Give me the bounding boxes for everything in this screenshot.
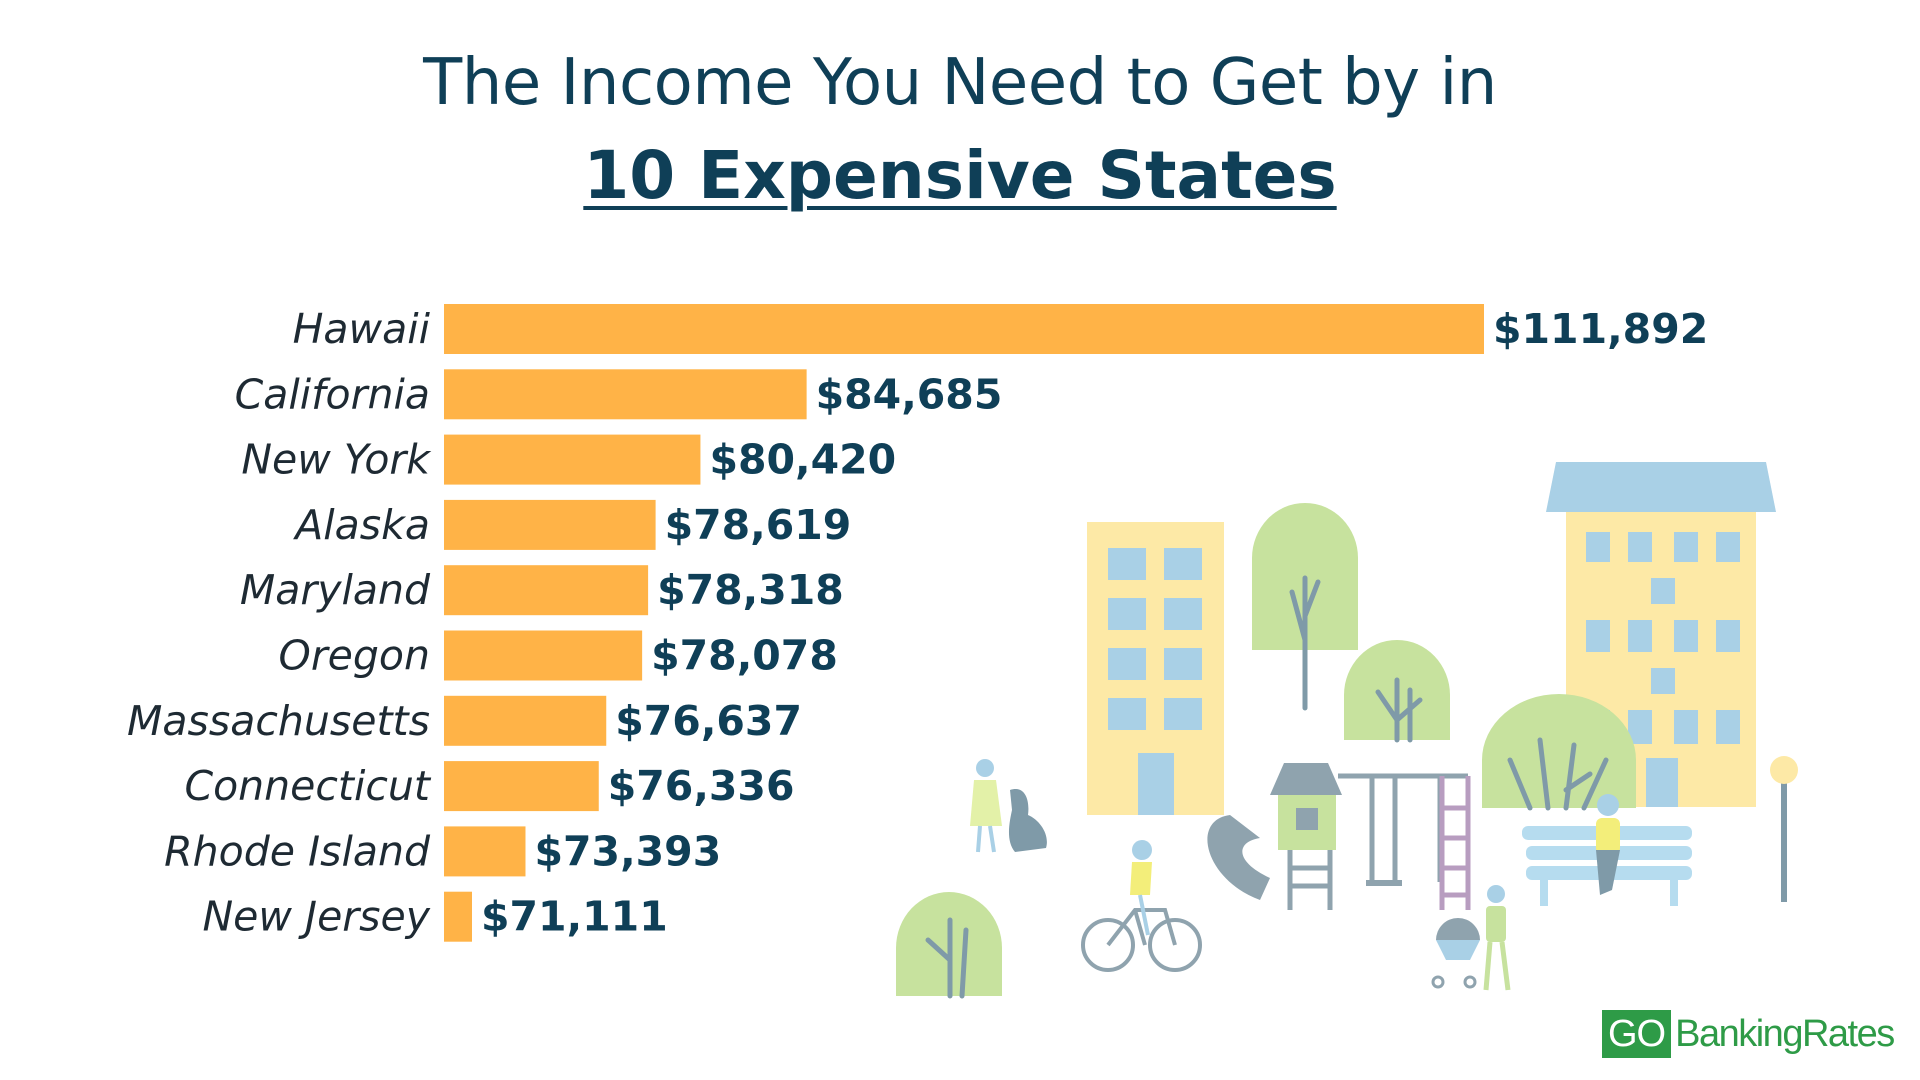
category-label: Alaska bbox=[292, 501, 430, 549]
value-label: $111,892 bbox=[1493, 305, 1708, 353]
logo-brand-text: BankingRates bbox=[1675, 1013, 1895, 1055]
value-label: $71,111 bbox=[481, 893, 668, 941]
category-label: Connecticut bbox=[184, 762, 431, 810]
value-label: $73,393 bbox=[534, 827, 721, 875]
bar-new-york bbox=[444, 434, 701, 485]
gobankingrates-logo: GO BankingRates bbox=[1602, 1010, 1895, 1058]
left-building bbox=[1087, 522, 1224, 815]
title-line-1: The Income You Need to Get by in bbox=[423, 46, 1497, 120]
bar-massachusetts bbox=[444, 695, 607, 746]
playground bbox=[1207, 763, 1471, 910]
bar-new-jersey bbox=[444, 891, 472, 942]
title-line-2: 10 Expensive States bbox=[583, 137, 1337, 214]
category-label: Hawaii bbox=[293, 305, 431, 353]
value-label: $84,685 bbox=[816, 370, 1003, 418]
value-label: $76,637 bbox=[615, 697, 802, 745]
value-label: $78,078 bbox=[651, 632, 838, 680]
cyclist bbox=[1081, 840, 1202, 972]
bar-maryland bbox=[444, 565, 649, 616]
category-label: Maryland bbox=[240, 566, 431, 614]
bar-rhode-island bbox=[444, 826, 526, 877]
value-label: $78,619 bbox=[665, 501, 852, 549]
category-label: Massachusetts bbox=[127, 697, 430, 745]
category-label: New Jersey bbox=[203, 893, 431, 941]
logo-go-text: GO bbox=[1602, 1010, 1672, 1058]
value-label: $76,336 bbox=[608, 762, 795, 810]
category-label: Oregon bbox=[279, 632, 430, 680]
trees bbox=[896, 503, 1636, 999]
bar-california bbox=[444, 369, 807, 420]
bar-oregon bbox=[444, 630, 643, 681]
chart-title: The Income You Need to Get by in 10 Expe… bbox=[0, 38, 1920, 224]
person-with-dog bbox=[970, 759, 1047, 853]
park-bench bbox=[1522, 794, 1692, 906]
value-label: $80,420 bbox=[709, 436, 896, 484]
category-label: California bbox=[235, 370, 430, 418]
bar-alaska bbox=[444, 499, 656, 550]
value-label: $78,318 bbox=[657, 566, 844, 614]
person-with-stroller bbox=[1431, 885, 1511, 991]
bar-connecticut bbox=[444, 761, 599, 812]
category-label: Rhode Island bbox=[164, 827, 431, 875]
lamp-post bbox=[1770, 756, 1798, 902]
category-label: New York bbox=[241, 436, 432, 484]
bar-hawaii bbox=[444, 304, 1484, 354]
